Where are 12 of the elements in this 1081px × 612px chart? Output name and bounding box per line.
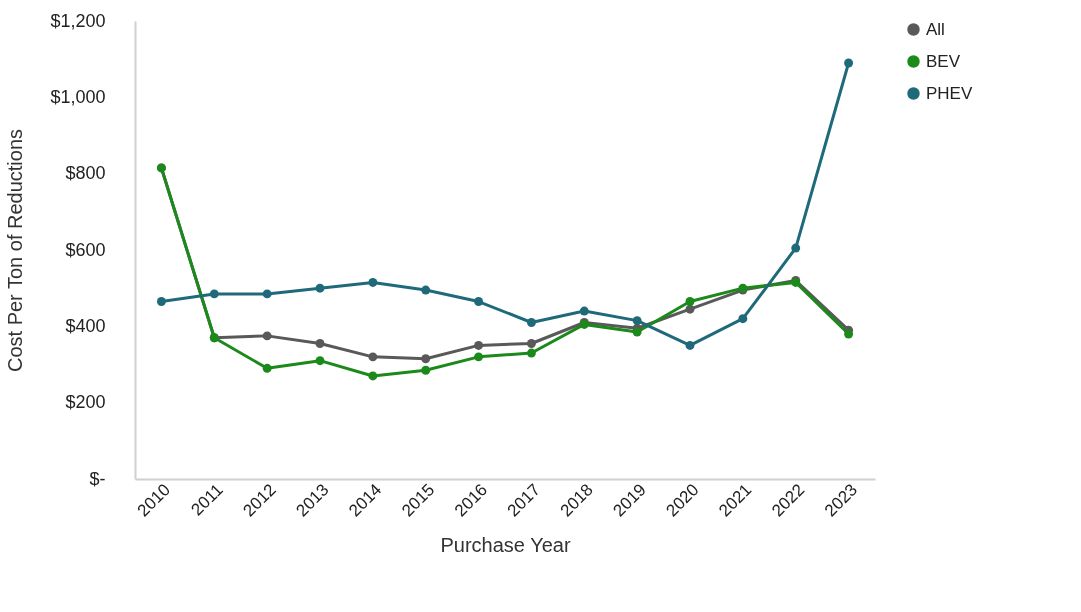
y-tick-label: $400: [65, 315, 106, 336]
y-tick-label: $1,200: [50, 10, 106, 31]
y-tick-label: $1,000: [50, 86, 106, 107]
y-tick-label: $800: [65, 163, 106, 184]
legend-label: BEV: [926, 51, 961, 71]
x-axis-title: Purchase Year: [440, 533, 571, 556]
y-tick-label: $200: [65, 392, 106, 413]
y-tick-label: $-: [89, 468, 106, 489]
y-tick-label: $600: [65, 239, 106, 260]
legend-label: All: [926, 19, 945, 39]
legend-label: PHEV: [926, 83, 973, 103]
y-axis-title: Cost Per Ton of Reductions: [4, 128, 27, 373]
